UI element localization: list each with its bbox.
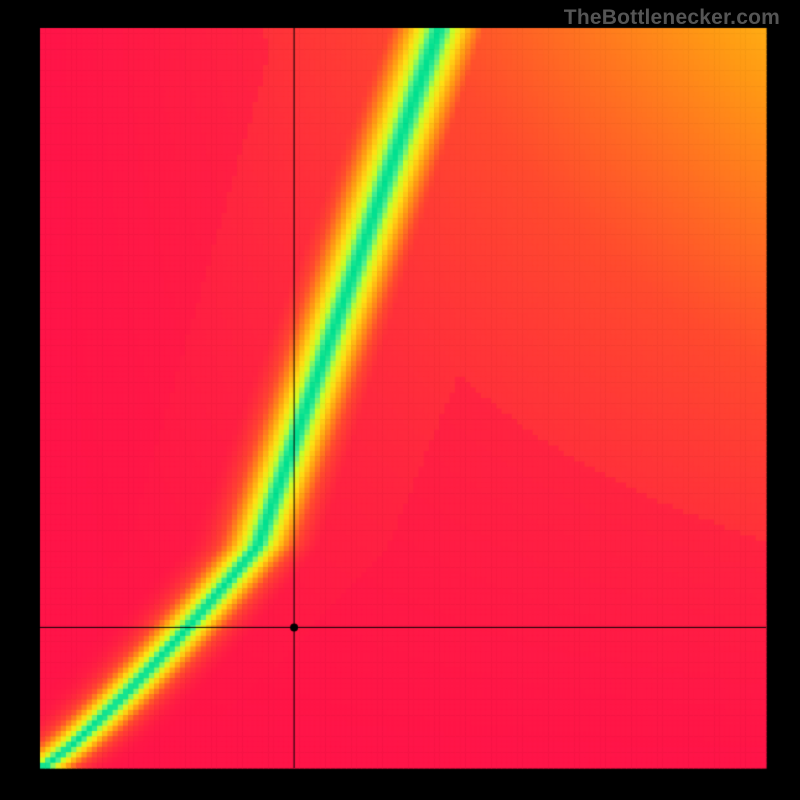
chart-root: TheBottlenecker.com <box>0 0 800 800</box>
watermark-text: TheBottlenecker.com <box>564 6 780 30</box>
heatmap-canvas <box>0 0 800 800</box>
